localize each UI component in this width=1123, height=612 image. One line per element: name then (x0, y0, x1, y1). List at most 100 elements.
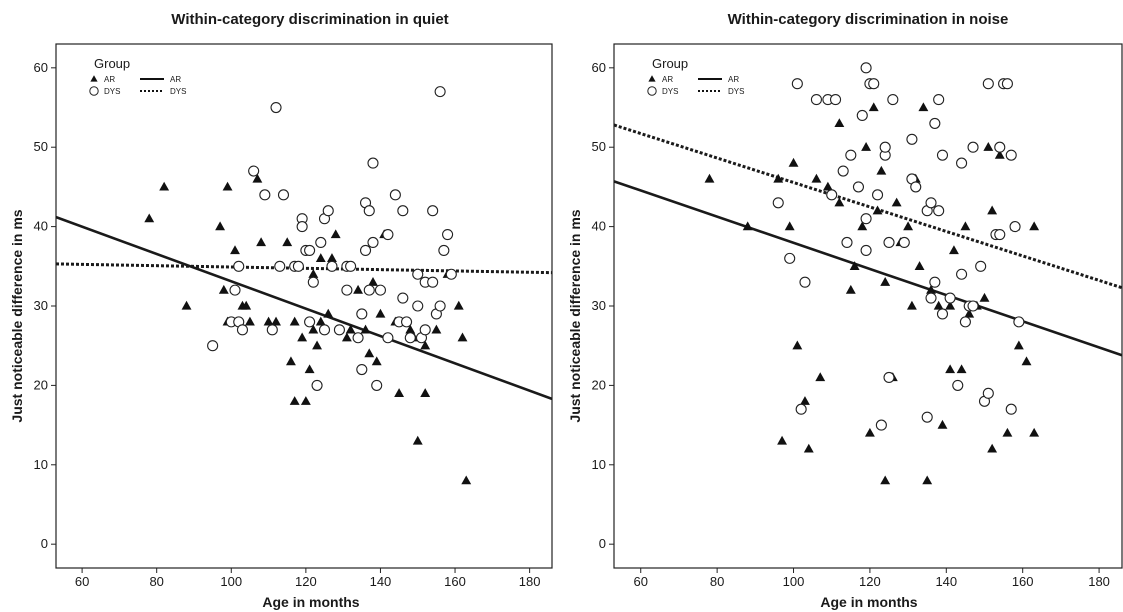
point-dys (367, 236, 379, 249)
point-dys (791, 78, 803, 90)
point-ar (371, 356, 382, 366)
point-ar (323, 308, 334, 318)
point-dys (933, 94, 945, 106)
point-ar (375, 308, 386, 318)
point-dys (427, 276, 439, 288)
point-ar (304, 364, 315, 374)
point-ar (144, 213, 155, 223)
fit-line-dys (56, 262, 552, 275)
point-dys (933, 205, 945, 217)
point-ar (788, 157, 799, 167)
point-dys (860, 213, 872, 225)
point-ar (420, 388, 431, 397)
point-ar (704, 173, 715, 183)
point-ar (987, 205, 998, 215)
point-dys (826, 189, 838, 201)
point-ar (300, 396, 311, 405)
point-dys (333, 324, 345, 336)
point-dys (936, 149, 949, 161)
point-dys (442, 228, 454, 241)
point-ar (994, 149, 1005, 159)
point-ar (956, 364, 967, 374)
point-dys (883, 236, 895, 249)
legend-line-label: AR (170, 75, 181, 84)
point-dys (975, 260, 987, 272)
point-dys (363, 284, 375, 296)
data-points (704, 62, 1040, 485)
point-ar (457, 332, 468, 342)
point-dys (401, 316, 413, 328)
y-tick-label: 60 (592, 60, 606, 75)
point-dys (982, 387, 994, 399)
point-dys (318, 324, 331, 336)
legend-marker-label: DYS (104, 87, 120, 96)
point-dys (860, 62, 872, 74)
legend-marker-ar (648, 75, 656, 82)
y-tick-label: 40 (592, 219, 606, 234)
point-ar (461, 475, 472, 485)
point-ar (945, 300, 956, 310)
point-ar (864, 427, 875, 437)
y-tick-label: 20 (34, 377, 48, 392)
point-ar (822, 181, 833, 191)
point-ar (803, 443, 814, 453)
point-dys (359, 244, 372, 256)
y-tick-label: 60 (34, 60, 48, 75)
point-dys (382, 332, 394, 344)
point-ar (263, 316, 274, 326)
point-ar (431, 324, 442, 334)
legend-title: Group (94, 56, 130, 71)
axes: 60 80 100 120 140 160 180 0 10 20 30 40 50 60 (592, 60, 1110, 589)
point-dys (784, 252, 796, 264)
point-dys (994, 228, 1006, 241)
point-ar (244, 316, 255, 326)
point-dys (352, 332, 364, 344)
point-ar (964, 308, 975, 318)
point-ar (834, 118, 845, 128)
x-axis-label: Age in months (262, 594, 359, 610)
point-dys (856, 109, 868, 122)
point-dys (868, 78, 880, 90)
chart-panel-noise: Within-category discrimination in noise … (567, 11, 1123, 610)
point-ar (876, 165, 887, 175)
legend-marker-label: DYS (662, 87, 678, 96)
point-ar (868, 102, 879, 112)
point-ar (241, 300, 252, 310)
point-dys (374, 284, 387, 296)
point-ar (845, 284, 856, 294)
point-ar (405, 324, 416, 334)
point-ar (872, 205, 883, 215)
point-ar (880, 475, 891, 485)
point-dys (397, 205, 409, 217)
point-ar (353, 284, 364, 294)
point-dys (322, 205, 334, 217)
point-dys (944, 292, 956, 304)
point-dys (382, 228, 394, 241)
y-tick-label: 50 (34, 139, 48, 154)
point-ar (945, 364, 956, 374)
point-dys (852, 181, 865, 193)
point-dys (929, 117, 941, 129)
point-dys (910, 181, 922, 193)
point-ar (286, 356, 296, 366)
x-tick-label: 180 (519, 574, 541, 589)
point-dys (883, 371, 895, 384)
point-dys (445, 268, 457, 280)
y-tick-label: 20 (592, 377, 606, 392)
y-axis-label: Just noticeable difference in ms (567, 209, 583, 422)
point-ar (784, 221, 795, 231)
point-dys (925, 292, 937, 304)
point-dys (419, 324, 431, 336)
point-ar (1021, 356, 1032, 366)
chart-title: Within-category discrimination in quiet (171, 11, 448, 28)
point-dys (1005, 149, 1017, 161)
point-dys (277, 189, 290, 201)
point-dys (799, 276, 811, 288)
x-tick-label: 140 (935, 574, 957, 589)
point-dys (363, 205, 375, 217)
point-ar (412, 435, 423, 445)
y-tick-label: 30 (592, 298, 606, 313)
point-dys (304, 244, 316, 256)
point-ar (891, 197, 902, 207)
